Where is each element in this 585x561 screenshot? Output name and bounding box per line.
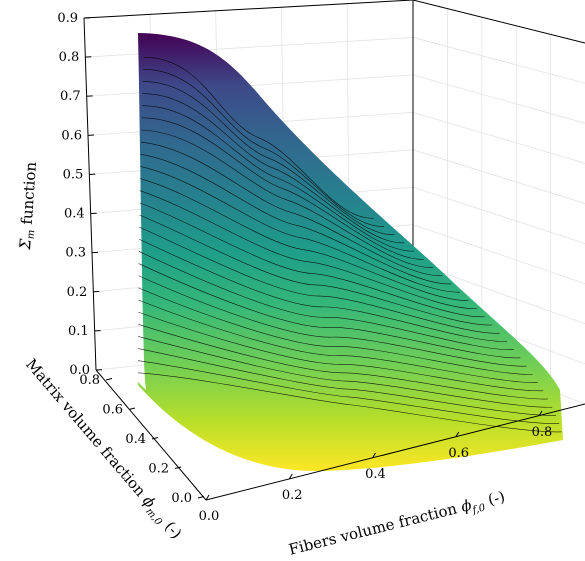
- y-tick-mark: [128, 407, 136, 410]
- x-tick-mark: [205, 494, 210, 501]
- y-tick-mark: [105, 378, 113, 381]
- grid-line-right: [412, 111, 585, 164]
- y-tick-label: 0.2: [148, 462, 169, 477]
- x-tick-label: 0.8: [532, 425, 553, 440]
- z-tick-label: 0.6: [61, 128, 82, 143]
- contour-line: [139, 190, 477, 309]
- contour-line: [142, 93, 405, 244]
- contour-line: [137, 360, 560, 424]
- z-axis-line: [83, 17, 97, 371]
- top-left-edge: [83, 0, 414, 19]
- contour-line: [140, 178, 469, 301]
- contour-line: [141, 129, 434, 268]
- contour-line: [139, 226, 500, 334]
- y-tick-label: 0.8: [79, 373, 100, 388]
- x-tick-label: 0.2: [282, 488, 303, 503]
- contour-line: [138, 263, 521, 359]
- x-tick-label: 0.0: [199, 509, 220, 524]
- contour-line: [138, 287, 533, 375]
- y-axis-line: [95, 369, 207, 501]
- x-tick-label: 0.6: [448, 446, 469, 461]
- contour-line: [139, 214, 493, 326]
- z-tick-label: 0.4: [64, 207, 85, 222]
- contour-line: [143, 68, 385, 227]
- contour-line: [140, 166, 460, 293]
- contour-line: [138, 275, 527, 367]
- x-tick-mark: [538, 410, 543, 417]
- front-axes: [95, 369, 585, 501]
- y-tick-label: 0.6: [102, 403, 123, 418]
- grid-line-right: [412, 149, 585, 204]
- contour-line: [140, 153, 452, 285]
- z-tick-label: 0.2: [67, 285, 88, 300]
- y-tick-label: 0.4: [125, 432, 146, 447]
- y-tick-mark: [197, 496, 205, 499]
- x-tick-mark: [288, 473, 293, 480]
- grid-line-right: [412, 74, 585, 124]
- x-axis-line: [205, 403, 585, 501]
- contour-line: [141, 117, 424, 260]
- surface: [137, 33, 563, 472]
- z-tick-label: 0.0: [69, 363, 90, 378]
- z-tick-label: 0.8: [59, 50, 80, 65]
- contour-line: [142, 81, 395, 235]
- contour-line: [141, 141, 443, 277]
- x-tick-label: 0.4: [365, 467, 386, 482]
- grid-line-right: [412, 224, 585, 285]
- contour-line: [138, 311, 544, 392]
- contour-line: [142, 105, 415, 252]
- z-tick-label: 0.5: [63, 167, 84, 182]
- contour-line: [138, 348, 557, 416]
- z-tick-label: 0.7: [60, 89, 81, 104]
- z-axis-label: Σm function: [16, 161, 42, 251]
- z-tick-label: 0.9: [57, 11, 78, 26]
- y-tick-mark: [151, 437, 159, 440]
- contour-line: [137, 372, 562, 433]
- ticks: 0.00.10.20.30.40.50.60.70.80.90.00.20.40…: [57, 11, 552, 524]
- contour-line: [139, 202, 485, 318]
- z-tick-label: 0.1: [68, 324, 89, 339]
- contour-line: [138, 251, 514, 350]
- contour-line: [143, 56, 374, 219]
- contour-line: [138, 323, 548, 400]
- contour-line: [138, 299, 539, 383]
- top-right-edge: [412, 0, 585, 44]
- x-tick-mark: [372, 452, 376, 459]
- contour-line: [138, 336, 553, 408]
- y-tick-label: 0.0: [171, 491, 192, 506]
- x-tick-mark: [455, 431, 460, 438]
- z-tick-label: 0.3: [65, 246, 86, 261]
- y-tick-mark: [174, 466, 182, 469]
- contour-line: [138, 239, 507, 342]
- grid-line-right: [412, 37, 585, 84]
- x-axis-label: Fibers volume fraction ϕf,0 (-): [287, 488, 508, 561]
- grid-line-right: [412, 186, 585, 244]
